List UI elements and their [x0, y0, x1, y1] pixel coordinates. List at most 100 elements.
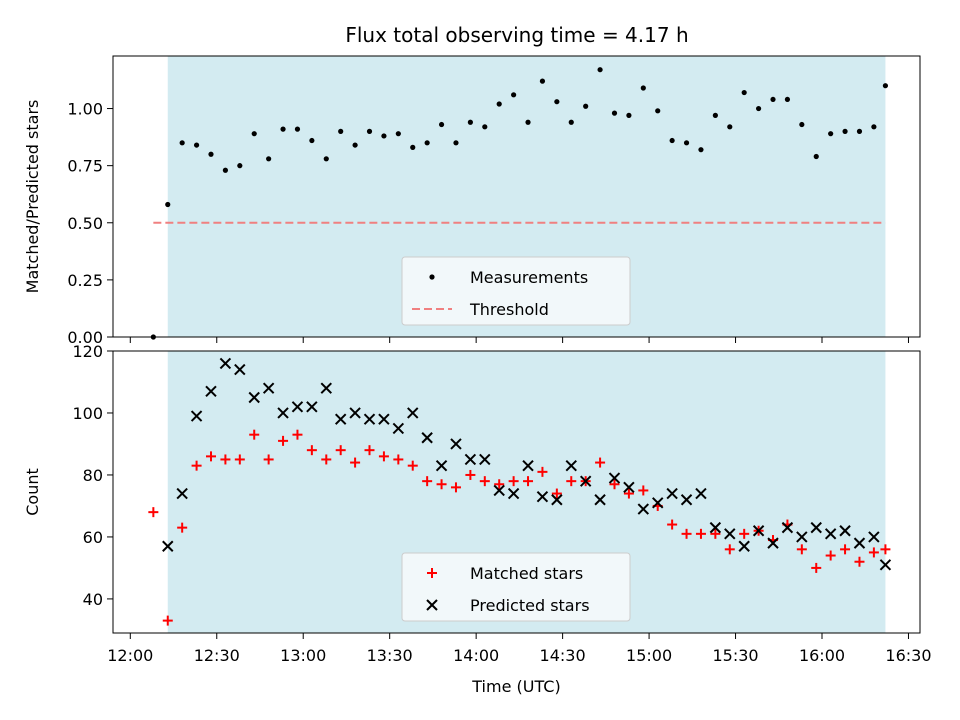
measurement-point — [280, 126, 286, 132]
measurement-point — [698, 147, 704, 153]
predicted-star-point — [724, 528, 736, 540]
y-tick-label: 1.00 — [67, 100, 103, 119]
measurement-point — [683, 140, 690, 146]
matched-star-point — [880, 544, 891, 555]
y-tick-label: 80 — [83, 466, 103, 485]
measurement-point — [424, 140, 430, 146]
y-tick-label: 0.75 — [67, 157, 103, 176]
legend-entry-label: Matched stars — [470, 564, 583, 583]
matched-star-point — [148, 507, 159, 518]
matched-star-point — [825, 550, 836, 561]
predicted-star-point — [536, 490, 549, 503]
matched-star-point — [667, 519, 678, 530]
measurement-point — [727, 124, 733, 130]
predicted-star-point — [608, 472, 621, 484]
legend-matched-marker — [427, 568, 437, 578]
predicted-star-point — [579, 475, 592, 487]
measurement-point — [640, 85, 646, 91]
measurement-point — [756, 105, 762, 112]
measurement-point — [193, 142, 200, 148]
measurement-point — [655, 108, 661, 114]
legend-box — [401, 256, 631, 326]
x-tick-label: 13:00 — [280, 646, 326, 665]
measurement-point — [165, 201, 171, 208]
count-y-label: Count — [23, 468, 42, 516]
measurement-point — [525, 119, 531, 125]
matched-star-point — [191, 460, 202, 471]
count-x-label: Time (UTC) — [471, 677, 560, 696]
predicted-star-point — [176, 487, 188, 500]
measurement-point — [712, 112, 718, 118]
measurement-point — [856, 128, 863, 134]
measurement-point — [381, 133, 387, 139]
predicted-star-point — [162, 540, 174, 552]
matched-star-point — [249, 429, 260, 440]
legend-entry-label: Threshold — [469, 300, 549, 319]
predicted-star-point — [594, 494, 606, 506]
matched-star-point — [422, 476, 433, 487]
measurement-point — [597, 67, 603, 73]
predicted-star-point — [796, 531, 808, 543]
measurement-point — [511, 92, 517, 98]
matched-star-point — [306, 445, 317, 456]
x-tick-label: 15:30 — [712, 646, 758, 665]
predicted-star-point — [781, 521, 794, 534]
measurement-point — [352, 142, 358, 148]
matched-star-point — [162, 615, 173, 626]
matched-star-point — [292, 429, 303, 440]
matched-star-point — [177, 522, 188, 533]
measurement-point — [179, 140, 185, 146]
measurement-point — [626, 112, 632, 118]
predicted-star-point — [190, 410, 203, 422]
measurement-point — [438, 121, 445, 128]
matched-star-point — [854, 556, 865, 567]
matched-star-point — [739, 528, 750, 539]
measurement-point — [611, 110, 618, 116]
measurement-point — [770, 96, 776, 103]
matched-star-point — [378, 451, 389, 462]
predicted-star-point — [234, 363, 246, 376]
matched-star-point — [263, 454, 274, 465]
matched-star-point — [551, 488, 562, 499]
measurement-point — [266, 156, 272, 162]
predicted-star-point — [306, 401, 318, 413]
predicted-star-point — [565, 459, 577, 472]
count-y-ticks: 40 60 80 100 120 — [72, 342, 113, 609]
predicted-star-point — [392, 422, 405, 435]
ratio-y-ticks: 0.00 0.25 0.50 0.75 1.00 — [67, 100, 113, 347]
predicted-star-point — [205, 385, 217, 397]
measurement-point — [237, 163, 243, 169]
matched-star-point — [868, 547, 879, 558]
ratio-panel: 0.00 0.25 0.50 0.75 1.00 Matched/Predicted s… — [23, 55, 921, 347]
measurement-point — [799, 121, 805, 128]
measurement-point — [395, 131, 401, 137]
matched-star-point — [595, 457, 606, 468]
predicted-star-point — [695, 487, 707, 500]
legend-predicted-marker — [426, 599, 438, 611]
legend-entry-label: Measurements — [470, 268, 588, 287]
measurement-point — [882, 83, 889, 89]
predicted-star-point — [407, 407, 419, 419]
matched-star-point — [205, 451, 216, 462]
ratio-axes-frame — [112, 55, 921, 338]
predicted-star-point — [349, 407, 361, 419]
y-tick-label: 0.25 — [67, 271, 103, 290]
measurement-point — [323, 156, 329, 162]
matched-star-point — [465, 469, 476, 480]
measurement-point — [496, 101, 502, 107]
predicted-star-point — [868, 531, 880, 543]
predicted-star-point — [637, 503, 650, 515]
measurement-point — [669, 137, 675, 144]
measurement-point — [828, 131, 834, 137]
predicted-star-point — [522, 459, 534, 472]
ratio-y-label: Matched/Predicted stars — [23, 100, 42, 294]
matched-star-point — [335, 445, 346, 456]
measurement-point — [208, 151, 214, 157]
predicted-star-point — [853, 537, 866, 549]
y-tick-label: 40 — [83, 590, 103, 609]
predicted-star-point — [752, 525, 765, 537]
chart-title: Flux total observing time = 4.17 h — [345, 23, 688, 47]
matched-star-point — [811, 562, 822, 573]
legend-entry-label: Predicted stars — [470, 596, 590, 615]
predicted-star-point — [680, 494, 693, 506]
